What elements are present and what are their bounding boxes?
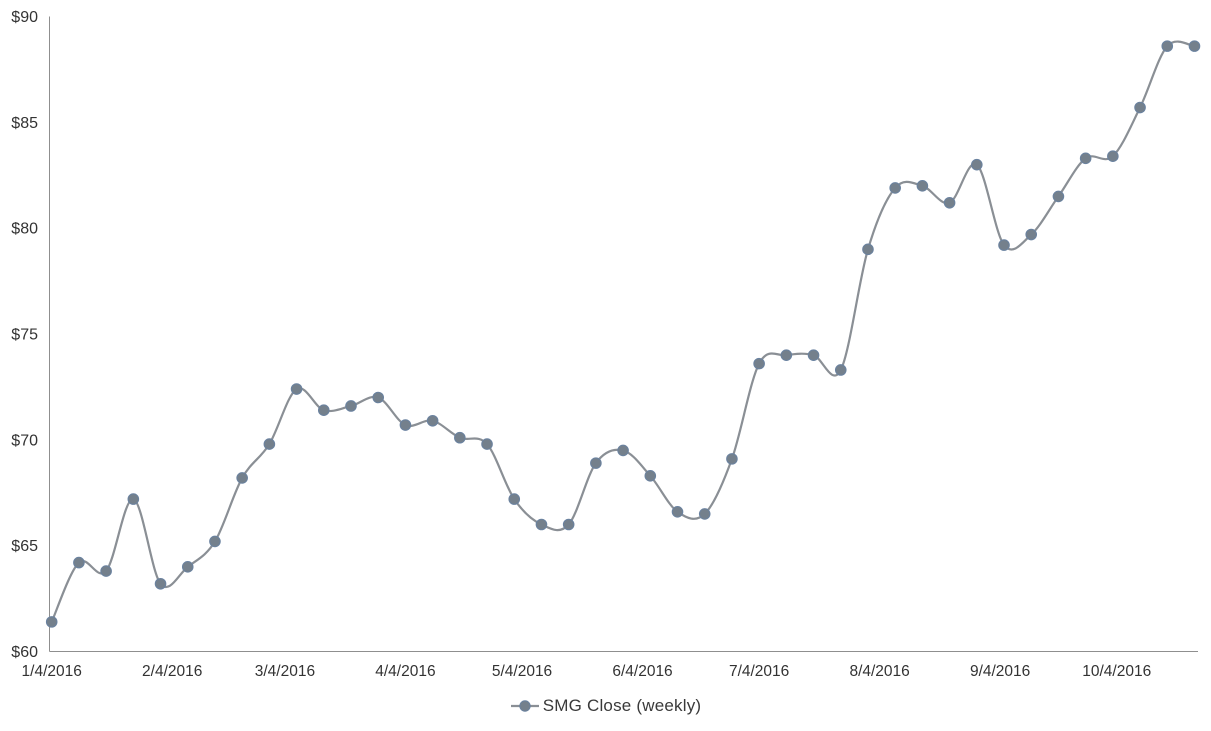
data-point-marker bbox=[644, 470, 657, 482]
data-point-marker bbox=[834, 364, 847, 376]
data-point-marker bbox=[100, 565, 112, 577]
data-point-marker bbox=[399, 419, 412, 431]
data-point-marker bbox=[671, 506, 684, 518]
x-axis-tick-label: 4/4/2016 bbox=[375, 663, 435, 680]
data-point-marker bbox=[617, 444, 629, 457]
data-point-marker bbox=[698, 508, 711, 520]
data-point-marker bbox=[345, 400, 357, 412]
data-point-marker bbox=[1188, 40, 1201, 52]
x-axis-tick-label: 9/4/2016 bbox=[970, 663, 1030, 680]
data-point-marker bbox=[73, 556, 85, 569]
x-axis-tick-label: 2/4/2016 bbox=[142, 663, 202, 680]
x-axis-tick-label: 5/4/2016 bbox=[492, 663, 552, 680]
data-point-marker bbox=[209, 535, 221, 548]
data-point-marker bbox=[1107, 150, 1119, 162]
y-axis-tick-label: $60 bbox=[11, 644, 38, 661]
legend-series-label: SMG Close (weekly) bbox=[542, 696, 702, 715]
data-point-marker bbox=[372, 391, 385, 404]
data-point-marker bbox=[1052, 190, 1065, 203]
data-point-marker bbox=[1025, 228, 1038, 241]
x-axis-tick-label: 1/4/2016 bbox=[22, 663, 82, 680]
x-axis-tick-label: 8/4/2016 bbox=[849, 663, 909, 680]
data-point-marker bbox=[236, 472, 248, 484]
y-axis-tick-label: $85 bbox=[11, 115, 38, 132]
data-point-marker bbox=[454, 431, 466, 444]
y-axis-tick-label: $80 bbox=[11, 221, 38, 238]
data-point-marker bbox=[562, 518, 575, 531]
data-point-marker bbox=[862, 243, 874, 256]
data-point-marker bbox=[590, 457, 602, 469]
data-point-marker bbox=[998, 239, 1010, 251]
x-axis-tick-label: 3/4/2016 bbox=[255, 663, 315, 680]
data-point-marker bbox=[508, 493, 521, 505]
data-point-marker bbox=[1079, 152, 1092, 165]
data-point-marker bbox=[154, 577, 167, 590]
data-point-marker bbox=[1134, 101, 1146, 114]
data-point-marker bbox=[181, 561, 194, 573]
data-point-marker bbox=[807, 349, 820, 361]
series-line-smg-close bbox=[50, 40, 1196, 623]
legend: SMG Close (weekly) bbox=[0, 694, 1211, 718]
data-point-marker bbox=[916, 180, 929, 192]
data-point-marker bbox=[889, 182, 901, 194]
data-point-marker bbox=[780, 349, 793, 361]
data-point-marker bbox=[1161, 40, 1174, 52]
data-point-marker bbox=[290, 383, 303, 395]
y-axis-tick-label: $75 bbox=[11, 327, 38, 344]
y-axis-tick-label: $70 bbox=[11, 432, 38, 449]
y-axis-tick-label: $65 bbox=[11, 538, 38, 555]
data-point-marker bbox=[535, 518, 548, 531]
x-axis-tick-label: 10/4/2016 bbox=[1082, 663, 1151, 680]
data-point-marker bbox=[726, 453, 738, 465]
data-point-marker bbox=[753, 357, 765, 370]
x-axis-tick-label: 7/4/2016 bbox=[729, 663, 789, 680]
data-point-marker bbox=[971, 158, 983, 171]
data-point-marker bbox=[426, 414, 439, 427]
data-point-marker bbox=[127, 493, 140, 505]
data-point-marker bbox=[45, 616, 58, 628]
data-point-marker bbox=[481, 438, 493, 450]
data-point-marker bbox=[263, 438, 276, 450]
data-point-marker bbox=[317, 404, 330, 417]
data-point-marker bbox=[943, 196, 956, 209]
legend-line-marker-icon bbox=[510, 700, 539, 712]
y-axis-tick-label: $90 bbox=[11, 9, 38, 26]
x-axis-tick-label: 6/4/2016 bbox=[612, 663, 672, 680]
